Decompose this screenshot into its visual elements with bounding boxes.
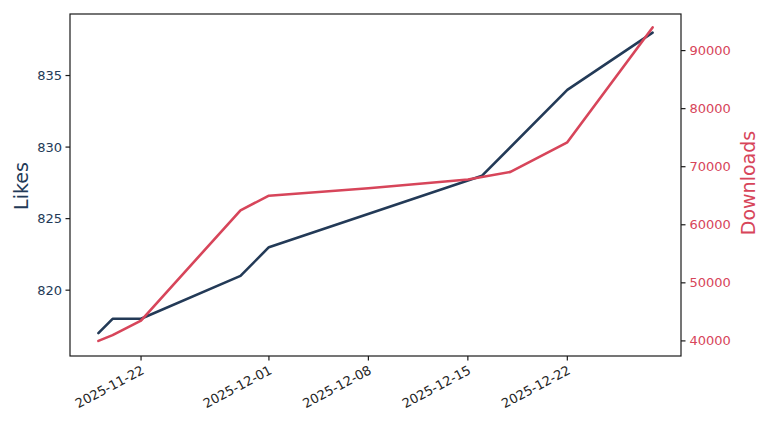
line-chart-canvas: 820 825 830 835 40000 50000 60000 70000 80000 900… [0,0,768,432]
x-tick-label: 2025-12-15 [400,362,474,411]
y-left-tick-label: 825 [37,211,62,226]
y-right-tick-label: 60000 [690,217,731,232]
y-left-tick-label: 820 [37,283,62,298]
plot-border [70,14,681,356]
y-right-tick-label: 90000 [690,43,731,58]
x-tick-label: 2025-12-22 [499,362,573,411]
x-tick-label: 2025-12-01 [201,362,275,411]
series-line-downloads [98,27,652,341]
y-left-tick-label: 830 [37,140,62,155]
left-axis-title: Likes [10,162,32,210]
right-axis-title: Downloads [737,131,759,235]
y-right-tick-label: 70000 [690,159,731,174]
y-right-tick-label: 80000 [690,101,731,116]
x-tick-label: 2025-12-08 [300,362,374,411]
chart-figure: 820 825 830 835 40000 50000 60000 70000 80000 900… [0,0,768,432]
series-line-likes [98,33,652,334]
y-right-tick-label: 50000 [690,275,731,290]
y-left-tick-label: 835 [37,68,62,83]
y-right-tick-label: 40000 [690,333,731,348]
x-tick-label: 2025-11-22 [73,362,147,411]
